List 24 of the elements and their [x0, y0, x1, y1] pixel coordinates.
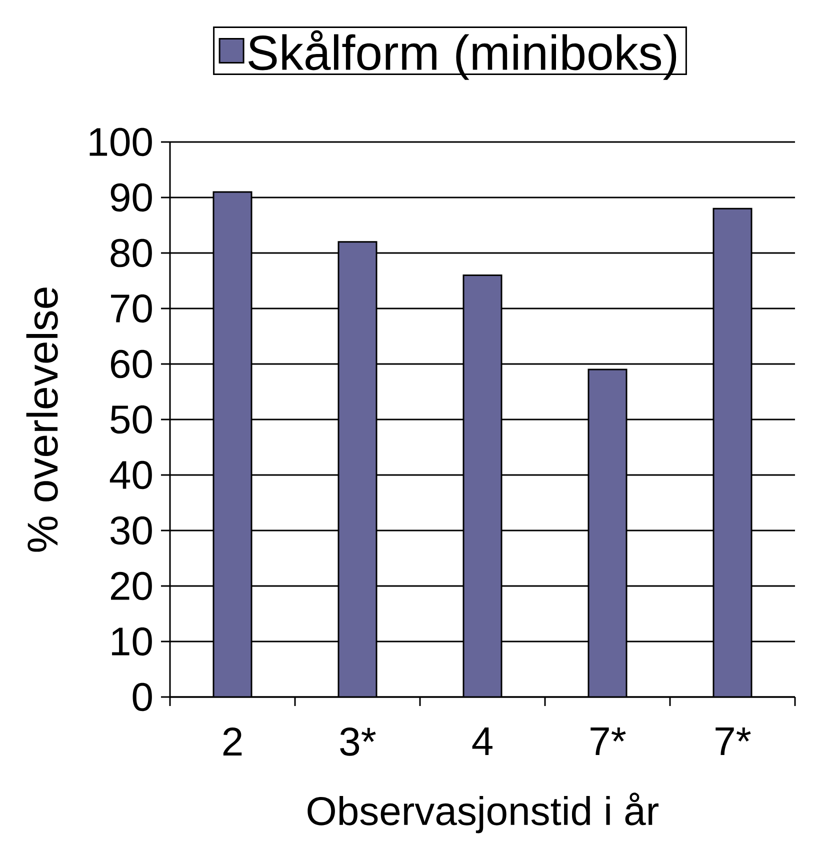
x-tick-label: 2 — [223, 728, 242, 756]
x-tick-label: 7* — [716, 728, 751, 756]
x-tick-label: 7* — [590, 728, 626, 756]
y-tick-label: 90 — [110, 183, 152, 212]
bar — [212, 191, 252, 697]
y-axis-title: % overlevelse — [26, 288, 58, 552]
y-tick-label: 80 — [110, 238, 152, 268]
y-tick-label: 60 — [111, 350, 152, 378]
bar — [588, 368, 628, 697]
y-tick-label: 30 — [110, 516, 152, 545]
x-tick-label: 3* — [340, 728, 376, 756]
y-tick-label: 0 — [132, 682, 152, 712]
y-tick-label: 50 — [110, 405, 152, 434]
bar — [462, 274, 502, 697]
y-tick-label: 100 — [90, 128, 152, 156]
y-tick-label: 10 — [112, 627, 152, 656]
x-tick-label: 4 — [472, 728, 492, 756]
bar — [712, 208, 752, 697]
bar — [338, 241, 378, 697]
legend-label: Skålform (miniboks) — [248, 30, 676, 80]
y-tick-label: 20 — [111, 572, 152, 600]
x-axis-title: Observasjonstid i år — [308, 792, 658, 834]
y-tick-label: 40 — [110, 460, 152, 490]
y-tick-label: 70 — [111, 294, 152, 323]
